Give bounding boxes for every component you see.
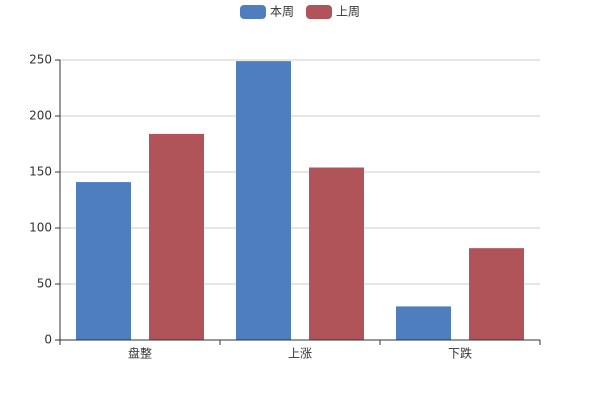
legend-swatch (306, 5, 332, 19)
x-tick-label: 下跌 (448, 346, 472, 361)
y-tick-label: 250 (29, 53, 52, 67)
legend-label: 上周 (336, 5, 360, 19)
y-tick-label: 200 (29, 109, 52, 123)
y-tick-label: 0 (44, 333, 52, 347)
bar (236, 61, 291, 341)
legend-label: 本周 (270, 5, 294, 19)
y-tick-label: 100 (29, 221, 52, 235)
bar (469, 248, 524, 340)
bar (76, 182, 131, 340)
y-tick-label: 50 (37, 277, 52, 291)
x-tick-label: 盘整 (128, 346, 152, 361)
bar (396, 306, 451, 340)
y-tick-label: 150 (29, 165, 52, 179)
bar (149, 133, 204, 340)
bar (309, 167, 364, 340)
x-tick-label: 上涨 (288, 346, 312, 361)
legend-swatch (240, 5, 266, 19)
